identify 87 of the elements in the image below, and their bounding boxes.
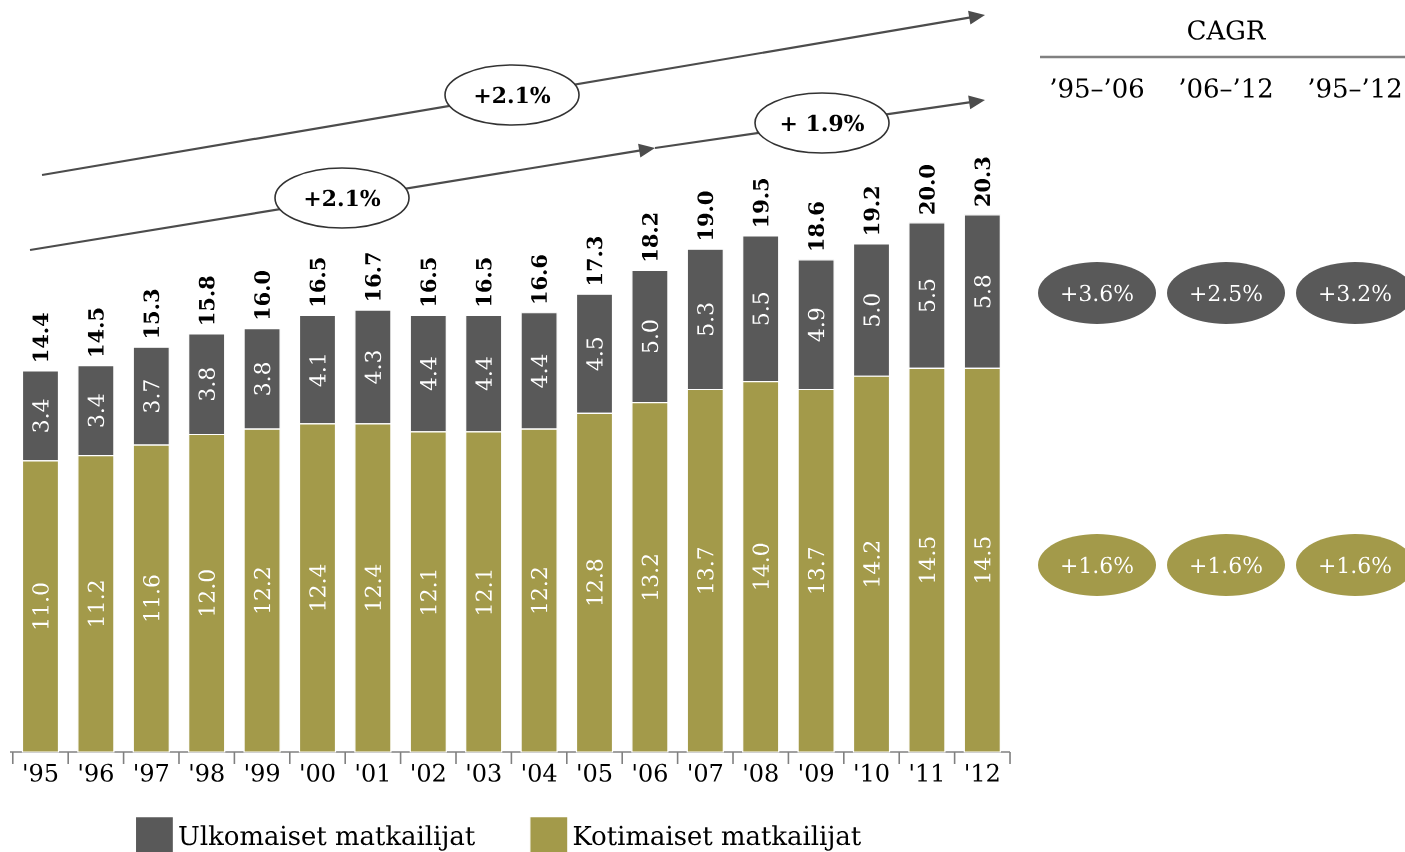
data-label: 4.9 — [807, 308, 825, 342]
data-label: 14.2 — [863, 541, 880, 586]
total-label: 16.5 — [309, 258, 326, 306]
data-label: 3.8 — [253, 362, 271, 395]
data-label: 11.2 — [87, 581, 105, 626]
text: ’06–’12 — [1180, 78, 1272, 98]
data-label: 14.5 — [974, 537, 991, 582]
x-tick-label: '98 — [190, 763, 224, 782]
data-label: 5.3 — [697, 303, 714, 335]
text: +1.6% — [1320, 556, 1391, 574]
total-label: 17.3 — [586, 236, 603, 284]
data-label: 4.3 — [364, 351, 382, 384]
data-label: 11.6 — [143, 575, 160, 621]
total-label: 15.8 — [198, 276, 215, 324]
x-tick-label: '04 — [522, 763, 557, 782]
data-label: 12.2 — [530, 568, 548, 613]
data-label: 12.1 — [420, 570, 437, 614]
x-tick-label: '10 — [855, 763, 889, 782]
legend-label: Ulkomaiset matkailijat — [179, 825, 476, 851]
x-tick-label: '03 — [467, 763, 501, 782]
data-label: 4.4 — [530, 354, 548, 388]
total-label: 15.3 — [143, 289, 160, 337]
text: +2.5% — [1191, 284, 1262, 302]
x-tick-label: '01 — [356, 763, 388, 782]
x-tick-label: '95 — [24, 763, 58, 782]
data-label: 12.8 — [586, 559, 603, 605]
total-label: 19.5 — [752, 178, 769, 226]
text: +2.1% — [305, 189, 381, 207]
text: +3.6% — [1062, 284, 1133, 302]
data-label: 4.5 — [586, 338, 603, 371]
data-label: 3.4 — [32, 399, 49, 432]
text: ’95–’12 — [1309, 78, 1401, 98]
data-label: 14.5 — [918, 537, 936, 582]
x-tick-label: '11 — [910, 763, 943, 782]
data-label: 12.1 — [475, 570, 492, 614]
data-label: 3.7 — [143, 380, 160, 412]
total-label: 16.5 — [475, 258, 492, 306]
data-label: 5.8 — [974, 275, 991, 308]
data-label: 12.4 — [364, 564, 382, 610]
text: +2.1% — [475, 86, 551, 104]
data-label: 5.0 — [863, 294, 880, 326]
x-tick-label: '96 — [79, 763, 113, 782]
total-label: 16.5 — [420, 258, 437, 306]
x-tick-label: '05 — [578, 763, 612, 782]
x-tick-label: '02 — [412, 763, 445, 782]
x-tick-label: '08 — [744, 763, 778, 782]
x-tick-label: '06 — [633, 763, 667, 782]
total-label: 20.0 — [919, 165, 935, 214]
data-label: 5.5 — [752, 293, 769, 325]
data-label: 13.2 — [641, 555, 659, 600]
data-label: 13.7 — [697, 547, 714, 593]
x-tick-label: '99 — [245, 763, 279, 782]
data-label: 4.1 — [309, 355, 326, 387]
data-label: 4.4 — [420, 357, 437, 391]
total-label: 18.2 — [641, 213, 658, 261]
total-label: 16.7 — [364, 253, 381, 300]
total-label: 16.0 — [254, 270, 270, 319]
total-label: 19.2 — [863, 187, 880, 234]
total-label: 18.6 — [808, 202, 825, 250]
data-label: 14.0 — [752, 543, 769, 589]
x-tick-label: '12 — [966, 763, 999, 782]
total-label: 14.5 — [87, 308, 104, 356]
total-label: 20.3 — [974, 157, 991, 206]
total-label: 14.4 — [32, 313, 49, 361]
data-label: 5.5 — [918, 279, 936, 312]
text: +1.6% — [1191, 556, 1262, 574]
data-label: 3.8 — [198, 368, 215, 400]
text: +1.6% — [1062, 556, 1133, 574]
text: ’95–’06 — [1051, 78, 1144, 98]
total-label: 19.0 — [697, 191, 714, 239]
data-label: 11.0 — [32, 583, 49, 629]
data-label: 12.0 — [198, 570, 215, 615]
data-label: 3.4 — [87, 394, 105, 427]
x-tick-label: '97 — [135, 763, 169, 782]
legend-label: Kotimaiset matkailijat — [573, 825, 862, 851]
text: + 1.9% — [781, 114, 864, 132]
x-tick-label: '00 — [301, 763, 335, 782]
text: +3.2% — [1320, 284, 1391, 302]
text: CAGR — [1188, 20, 1266, 40]
data-label: 5.0 — [641, 320, 659, 353]
total-label: 16.6 — [531, 255, 547, 303]
data-label: 13.7 — [807, 547, 825, 593]
data-label: 12.2 — [253, 568, 271, 613]
data-label: 4.4 — [475, 357, 492, 391]
x-tick-label: '09 — [799, 763, 833, 782]
data-label: 12.4 — [309, 564, 326, 610]
x-tick-label: '07 — [689, 763, 723, 782]
